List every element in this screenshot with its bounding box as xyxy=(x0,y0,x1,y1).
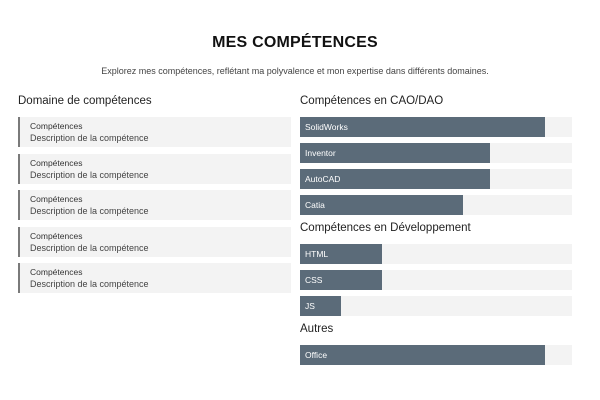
domain-card: Compétences Description de la compétence xyxy=(18,226,291,257)
skill-bar-track: JS xyxy=(300,296,572,316)
page-subtitle: Explorez mes compétences, reflétant ma p… xyxy=(101,66,489,76)
skill-bar-track: SolidWorks xyxy=(300,117,572,137)
skill-label: SolidWorks xyxy=(305,122,348,132)
skill-label: Inventor xyxy=(305,148,336,158)
other-section-title: Autres xyxy=(300,323,334,335)
domain-card-title: Compétences xyxy=(30,267,83,278)
skill-bar-fill xyxy=(300,296,341,316)
skill-bar-track: AutoCAD xyxy=(300,169,572,189)
skill-label: CSS xyxy=(305,275,323,285)
skill-bar-fill xyxy=(300,117,545,137)
domain-card: Compétences Description de la compétence xyxy=(18,263,291,294)
domain-card-description: Description de la compétence xyxy=(30,169,149,180)
domain-card-list: Compétences Description de la compétence… xyxy=(18,117,291,294)
other-skill-list: Office xyxy=(300,345,572,365)
cad-skill-list: SolidWorks Inventor AutoCAD Catia xyxy=(300,117,572,215)
dev-section-title: Compétences en Développement xyxy=(300,222,471,234)
domain-card: Compétences Description de la compétence xyxy=(18,153,291,184)
skills-column: Compétences en CAO/DAO SolidWorks Invent… xyxy=(300,94,572,371)
cad-section-title: Compétences en CAO/DAO xyxy=(300,95,444,107)
domain-card-description: Description de la compétence xyxy=(30,242,149,253)
skill-bar-track: Office xyxy=(300,345,572,365)
skill-bar-fill xyxy=(300,195,464,215)
skill-bar-track: CSS xyxy=(300,270,572,290)
skill-label: Office xyxy=(305,350,328,360)
skill-label: HTML xyxy=(305,249,329,259)
domain-column: Domaine de compétences Compétences Descr… xyxy=(18,94,291,300)
skill-bar-track: Catia xyxy=(300,195,572,215)
domain-card-title: Compétences xyxy=(30,230,83,241)
dev-skill-list: HTML CSS JS xyxy=(300,244,572,316)
domain-card-description: Description de la compétence xyxy=(30,133,149,143)
skill-bar-fill xyxy=(300,244,382,264)
skill-label: JS xyxy=(305,301,315,311)
skill-bar-track: HTML xyxy=(300,244,572,264)
domain-card-title: Compétences xyxy=(30,121,83,131)
domain-section-title: Domaine de compétences xyxy=(18,95,152,107)
page-title: MES COMPÉTENCES xyxy=(212,34,378,51)
skill-bar-fill xyxy=(300,169,491,189)
domain-card: Compétences Description de la compétence xyxy=(18,117,291,147)
domain-card: Compétences Description de la compétence xyxy=(18,190,291,221)
domain-card-description: Description de la compétence xyxy=(30,206,149,217)
skill-label: AutoCAD xyxy=(305,174,341,184)
skill-bar-track: Inventor xyxy=(300,143,572,163)
skill-bar-fill xyxy=(300,270,382,290)
skill-bar-fill xyxy=(300,345,545,365)
skill-bar-fill xyxy=(300,143,491,163)
domain-card-title: Compétences xyxy=(30,194,83,205)
skill-label: Catia xyxy=(305,200,325,210)
domain-card-title: Compétences xyxy=(30,157,83,168)
domain-card-description: Description de la compétence xyxy=(30,279,149,290)
